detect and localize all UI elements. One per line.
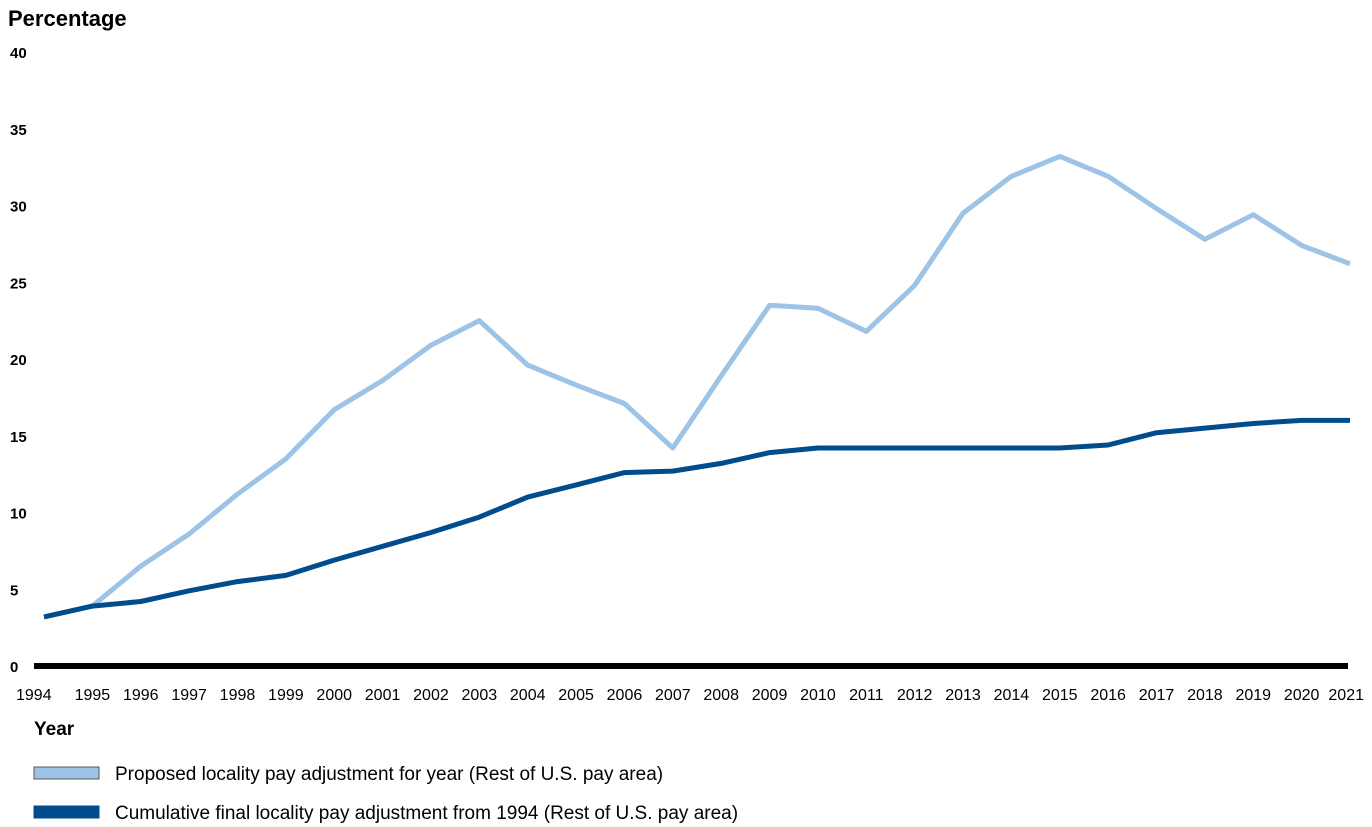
x-tick-label: 2004: [510, 687, 546, 704]
y-tick-label: 10: [10, 506, 27, 523]
y-axis-ticks: 0 5 10 15 20 25 30 35 40: [10, 45, 27, 676]
x-tick-label: 2007: [655, 687, 691, 704]
x-tick-label: 1999: [268, 687, 304, 704]
y-tick-label: 20: [10, 352, 27, 369]
x-tick-label: 2010: [800, 687, 836, 704]
x-tick-label: 2002: [413, 687, 449, 704]
x-tick-label: 2001: [365, 687, 401, 704]
x-tick-label: 1996: [123, 687, 159, 704]
x-axis-label: Year: [34, 719, 75, 740]
x-tick-label: 2013: [945, 687, 981, 704]
y-tick-label: 0: [10, 659, 18, 676]
series-lines: [43, 153, 1351, 620]
series-line-2: [43, 417, 1350, 620]
x-tick-label: 2016: [1090, 687, 1126, 704]
x-tick-label: 2018: [1187, 687, 1223, 704]
series-line-1: [43, 153, 1351, 620]
x-tick-label: 2015: [1042, 687, 1078, 704]
x-tick-label: 1997: [171, 687, 207, 704]
y-tick-label: 25: [10, 275, 27, 292]
x-tick-label: 2021: [1328, 687, 1364, 704]
x-tick-label: 2009: [752, 687, 788, 704]
y-tick-label: 15: [10, 429, 27, 446]
x-tick-label: 2019: [1235, 687, 1271, 704]
x-tick-label: 2020: [1284, 687, 1320, 704]
x-tick-label: 1995: [75, 687, 111, 704]
legend-label-2: Cumulative final locality pay adjustment…: [115, 803, 738, 824]
y-tick-label: 40: [10, 45, 27, 62]
x-tick-label: 2012: [897, 687, 933, 704]
legend: Proposed locality pay adjustment for yea…: [33, 764, 738, 824]
x-tick-label: 1994: [16, 687, 52, 704]
x-axis-ticks: 1994 1995 1996 1997 1998 1999 2000 2001 2002 2003…: [16, 687, 1364, 704]
y-tick-label: 5: [10, 582, 18, 599]
x-tick-label: 2014: [994, 687, 1030, 704]
y-tick-label: 30: [10, 199, 27, 216]
x-tick-label: 2006: [607, 687, 643, 704]
x-tick-label: 2017: [1139, 687, 1175, 704]
legend-swatch-1: [33, 766, 100, 780]
legend-swatch-2: [33, 805, 100, 819]
x-tick-label: 2005: [558, 687, 594, 704]
y-tick-label: 35: [10, 122, 27, 139]
x-tick-label: 2011: [849, 687, 884, 704]
y-axis-label: Percentage: [8, 6, 127, 31]
x-tick-label: 1998: [220, 687, 256, 704]
legend-label-1: Proposed locality pay adjustment for yea…: [115, 764, 663, 785]
x-tick-label: 2003: [462, 687, 498, 704]
x-tick-label: 2000: [316, 687, 352, 704]
x-tick-label: 2008: [703, 687, 739, 704]
